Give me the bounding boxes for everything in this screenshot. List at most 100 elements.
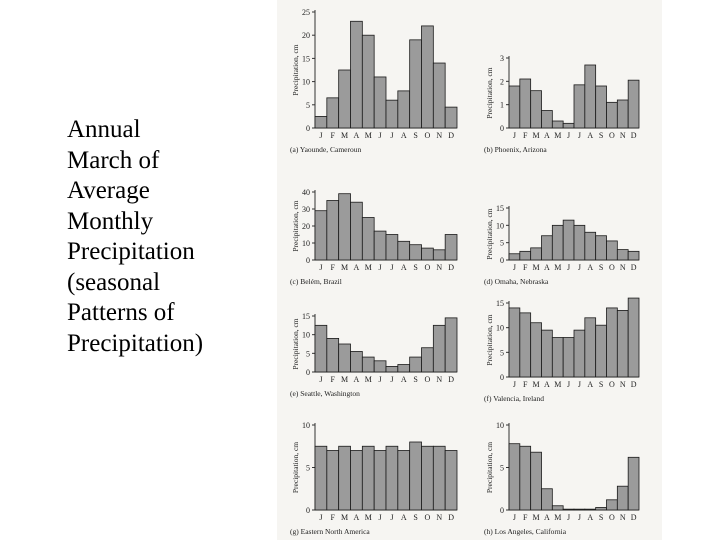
bar-5-3 <box>541 329 553 378</box>
y-tick-label: 5 <box>500 464 504 473</box>
y-tick-label: 5 <box>306 101 310 110</box>
month-label: A <box>401 263 407 272</box>
bar-1-6 <box>573 84 586 129</box>
title-line: March of <box>67 146 160 174</box>
month-label: J <box>578 380 581 389</box>
month-label: M <box>554 131 561 140</box>
month-label: F <box>331 513 336 522</box>
bar-7-4 <box>551 505 564 511</box>
month-label: J <box>319 263 322 272</box>
month-label: M <box>365 375 372 384</box>
y-tick-label: 10 <box>302 78 310 87</box>
bar-4-0 <box>314 324 328 373</box>
bar-1-11 <box>627 79 640 129</box>
y-tick-label: 10 <box>302 421 310 430</box>
bar-3-11 <box>627 250 640 261</box>
month-label: S <box>413 375 417 384</box>
bar-4-2 <box>338 343 351 373</box>
bar-0-4 <box>361 34 375 129</box>
month-label: D <box>448 263 454 272</box>
bar-7-11 <box>627 456 640 511</box>
bar-6-7 <box>397 450 411 511</box>
month-label: O <box>425 263 431 272</box>
bar-0-5 <box>373 76 387 129</box>
y-tick-label: 0 <box>500 124 504 133</box>
bar-7-0 <box>508 443 521 511</box>
month-label: S <box>599 513 603 522</box>
month-label: J <box>567 263 570 272</box>
y-tick-label: 15 <box>496 204 504 213</box>
month-label: M <box>341 131 348 140</box>
month-label: A <box>587 513 593 522</box>
bar-1-2 <box>530 90 542 129</box>
month-label: M <box>554 263 561 272</box>
bar-6-5 <box>373 450 387 511</box>
month-label: O <box>425 513 431 522</box>
y-tick-label: 1 <box>500 101 504 110</box>
bar-5-1 <box>519 312 532 378</box>
month-label: M <box>365 263 372 272</box>
month-label: D <box>631 263 637 272</box>
bar-5-0 <box>508 307 521 378</box>
bar-1-0 <box>508 85 521 129</box>
month-label: A <box>544 513 550 522</box>
month-label: J <box>513 513 516 522</box>
month-label: O <box>609 131 615 140</box>
y-axis-title: Precipitation, cm <box>291 200 300 251</box>
bar-2-8 <box>409 244 422 261</box>
bar-4-9 <box>421 347 434 373</box>
bar-5-6 <box>573 329 586 378</box>
month-label: J <box>578 513 581 522</box>
title-line: Monthly <box>67 207 154 235</box>
bar-5-4 <box>551 337 564 378</box>
month-label: O <box>425 375 431 384</box>
month-label: J <box>390 263 393 272</box>
bar-1-4 <box>551 120 564 129</box>
bar-7-9 <box>606 499 618 511</box>
month-label: F <box>331 375 336 384</box>
bar-4-10 <box>432 324 446 373</box>
bar-6-9 <box>421 445 434 511</box>
month-label: J <box>390 131 393 140</box>
y-axis-title: Precipitation, cm <box>485 442 494 493</box>
bar-1-10 <box>616 99 629 129</box>
bar-5-11 <box>627 297 640 378</box>
y-tick-label: 10 <box>496 324 504 333</box>
bar-7-1 <box>519 445 532 511</box>
month-label: M <box>365 513 372 522</box>
month-label: N <box>436 513 442 522</box>
y-tick-label: 10 <box>496 421 504 430</box>
bar-2-3 <box>350 201 363 261</box>
y-tick-label: 25 <box>302 8 310 17</box>
bar-0-0 <box>314 116 328 129</box>
month-label: M <box>341 513 348 522</box>
month-label: N <box>620 380 626 389</box>
bar-2-0 <box>314 210 328 261</box>
month-label: J <box>319 375 322 384</box>
y-tick-label: 5 <box>500 239 504 248</box>
bar-5-8 <box>595 324 607 378</box>
bar-5-2 <box>530 322 542 378</box>
y-tick-label: 3 <box>500 54 504 63</box>
y-tick-label: 5 <box>306 464 310 473</box>
title-line: Precipitation) <box>67 329 204 357</box>
y-tick-label: 0 <box>500 373 504 382</box>
bar-3-3 <box>541 235 553 261</box>
y-tick-label: 5 <box>500 348 504 357</box>
bar-2-2 <box>338 193 351 261</box>
bar-0-7 <box>397 90 411 129</box>
bar-4-8 <box>409 356 422 373</box>
y-tick-label: 40 <box>302 188 310 197</box>
chart-caption: (d) Omaha, Nebraska <box>484 277 549 286</box>
bar-0-1 <box>326 97 340 129</box>
bar-1-8 <box>595 85 607 129</box>
y-axis-title: Precipitation, cm <box>485 208 494 259</box>
y-axis-title: Precipitation, cm <box>485 67 494 118</box>
month-label: A <box>354 375 360 384</box>
y-tick-label: 10 <box>302 331 310 340</box>
y-axis-title: Precipitation, cm <box>485 314 494 365</box>
y-tick-label: 0 <box>306 368 310 377</box>
month-label: O <box>609 263 615 272</box>
y-axis-title: Precipitation, cm <box>291 318 300 369</box>
bar-0-3 <box>350 20 363 129</box>
